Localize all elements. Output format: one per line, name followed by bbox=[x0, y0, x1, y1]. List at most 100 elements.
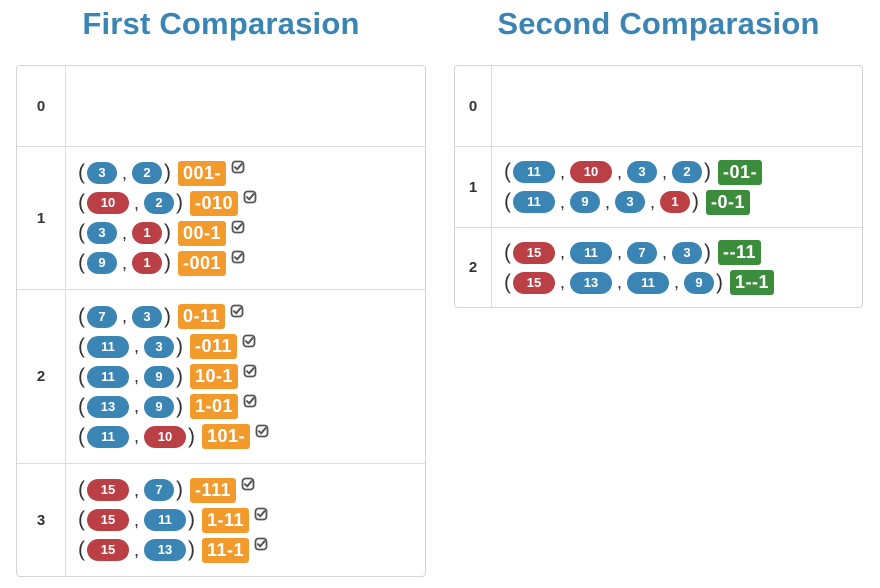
check-square-icon bbox=[254, 537, 268, 551]
minterm-badge: 2 bbox=[132, 162, 163, 184]
open-paren: ( bbox=[78, 221, 85, 244]
open-paren: ( bbox=[78, 251, 85, 274]
close-paren: ) bbox=[716, 270, 724, 294]
table-row: 0 bbox=[17, 66, 425, 146]
row-content: (7, 3) 0-11(11, 3) -011(11, 9) 10-1(13, 9) 1-01(… bbox=[66, 290, 425, 463]
first-comparison-table: 0 1(3, 2) 001-(10, 2) -010(3, 1) 00-1(9, 1) -001 2… bbox=[16, 65, 426, 577]
minterm-badge: 15 bbox=[87, 539, 129, 561]
check-square-icon bbox=[254, 507, 268, 521]
comma: , bbox=[650, 191, 656, 212]
check-square-icon bbox=[231, 160, 245, 174]
implicant-group: (11, 10) 101- bbox=[76, 422, 415, 452]
table-row: 1(11, 10, 3, 2) -01-(11, 9, 3, 1) -0-1 bbox=[455, 146, 862, 227]
comma: , bbox=[662, 242, 668, 262]
second-comparison-title: Second Comparasion bbox=[497, 6, 820, 41]
row-index: 1 bbox=[17, 147, 66, 289]
comma: , bbox=[605, 191, 611, 212]
minterm-badge: 9 bbox=[684, 271, 715, 294]
minterm-badge: 13 bbox=[144, 539, 187, 561]
comma: , bbox=[122, 252, 128, 273]
comma: , bbox=[134, 479, 140, 500]
comma: , bbox=[617, 242, 623, 262]
close-paren: ) bbox=[176, 334, 184, 358]
binary-code-label: -011 bbox=[190, 334, 238, 359]
implicant-group: (15, 13) 11-1 bbox=[76, 535, 415, 565]
minterm-badge: 11 bbox=[87, 335, 129, 358]
table-row: 2(15, 11, 7, 3) --11(15, 13, 11, 9) 1--1 bbox=[455, 227, 862, 307]
binary-code-label: 0-11 bbox=[178, 304, 226, 329]
minterm-badge: 11 bbox=[87, 365, 129, 388]
binary-code-label: -001 bbox=[178, 250, 227, 276]
implicant-group: (15, 11) 1-11 bbox=[76, 505, 415, 535]
minterm-badge: 9 bbox=[144, 365, 175, 388]
close-paren: ) bbox=[164, 304, 172, 328]
check-square-icon bbox=[243, 394, 257, 408]
row-index: 1 bbox=[455, 147, 492, 227]
minterm-badge: 2 bbox=[672, 161, 703, 183]
open-paren: ( bbox=[504, 190, 511, 213]
implicant-group: (15, 13, 11, 9) 1--1 bbox=[502, 268, 852, 298]
binary-code-label: 1--1 bbox=[730, 270, 775, 295]
minterm-badge: 1 bbox=[132, 222, 163, 244]
comma: , bbox=[617, 161, 623, 182]
open-paren: ( bbox=[78, 191, 85, 214]
minterm-badge: 9 bbox=[144, 395, 175, 418]
check-square-icon bbox=[231, 220, 245, 234]
row-content: (15, 11, 7, 3) --11(15, 13, 11, 9) 1--1 bbox=[492, 228, 862, 307]
open-paren: ( bbox=[78, 478, 85, 501]
minterm-badge: 11 bbox=[513, 161, 555, 183]
minterm-badge: 3 bbox=[87, 162, 117, 184]
minterm-badge: 7 bbox=[627, 241, 658, 264]
binary-code-label: 11-1 bbox=[202, 537, 250, 563]
binary-code-label: 00-1 bbox=[178, 220, 227, 246]
comma: , bbox=[122, 306, 128, 326]
minterm-badge: 1 bbox=[132, 252, 163, 274]
row-content: (11, 10, 3, 2) -01-(11, 9, 3, 1) -0-1 bbox=[492, 147, 862, 227]
minterm-badge: 3 bbox=[627, 161, 658, 183]
binary-code-label: 1-11 bbox=[202, 507, 250, 533]
check-square-icon bbox=[231, 250, 245, 264]
minterm-badge: 13 bbox=[570, 271, 613, 294]
minterm-badge: 10 bbox=[144, 425, 187, 448]
minterm-badge: 11 bbox=[144, 509, 187, 531]
open-paren: ( bbox=[78, 364, 85, 388]
close-paren: ) bbox=[176, 478, 184, 501]
minterm-badge: 2 bbox=[144, 192, 175, 214]
comma: , bbox=[560, 242, 566, 262]
implicant-group: (11, 10, 3, 2) -01- bbox=[502, 157, 852, 187]
close-paren: ) bbox=[176, 364, 184, 388]
second-comparison-table: 0 1(11, 10, 3, 2) -01-(11, 9, 3, 1) -0-1 2(15, 11, 7… bbox=[454, 65, 863, 308]
table-row: 3(15, 7) -111(15, 11) 1-11(15, 13) 11-1 bbox=[17, 463, 425, 576]
comma: , bbox=[134, 426, 140, 446]
open-paren: ( bbox=[504, 160, 511, 183]
implicant-group: (7, 3) 0-11 bbox=[76, 302, 415, 332]
binary-code-label: -0-1 bbox=[706, 189, 751, 215]
close-paren: ) bbox=[176, 191, 184, 214]
minterm-badge: 10 bbox=[570, 161, 613, 183]
minterm-badge: 15 bbox=[87, 479, 129, 501]
minterm-badge: 3 bbox=[144, 335, 175, 358]
comma: , bbox=[662, 161, 668, 182]
close-paren: ) bbox=[164, 221, 172, 244]
minterm-badge: 11 bbox=[513, 191, 555, 213]
minterm-badge: 11 bbox=[627, 271, 670, 294]
row-content bbox=[492, 66, 862, 146]
minterm-badge: 9 bbox=[570, 191, 601, 213]
binary-code-label: --11 bbox=[718, 240, 762, 265]
comma: , bbox=[122, 162, 128, 183]
open-paren: ( bbox=[78, 304, 85, 328]
close-paren: ) bbox=[164, 161, 172, 184]
row-index: 0 bbox=[455, 66, 492, 146]
close-paren: ) bbox=[188, 424, 196, 448]
comma: , bbox=[134, 336, 140, 356]
comma: , bbox=[134, 539, 140, 560]
minterm-badge: 3 bbox=[132, 305, 163, 328]
row-index: 2 bbox=[455, 228, 492, 307]
implicant-group: (11, 9) 10-1 bbox=[76, 362, 415, 392]
close-paren: ) bbox=[164, 251, 172, 274]
minterm-badge: 1 bbox=[660, 191, 691, 213]
binary-code-label: 101- bbox=[202, 424, 251, 449]
close-paren: ) bbox=[704, 240, 712, 264]
comma: , bbox=[560, 191, 566, 212]
open-paren: ( bbox=[78, 424, 85, 448]
